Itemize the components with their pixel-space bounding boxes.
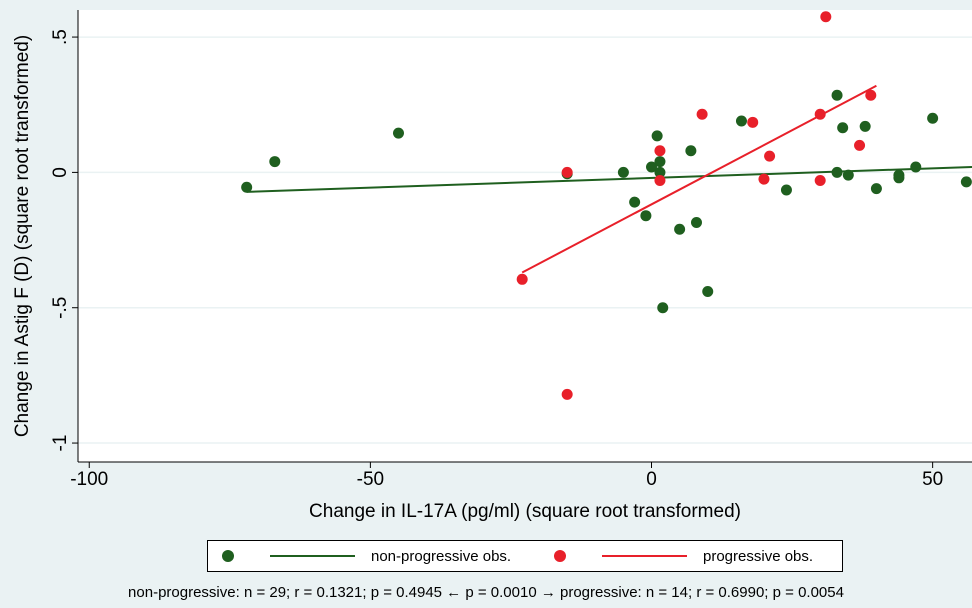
point-progressive-12 [814,175,826,187]
plot-area [78,10,972,462]
point-progressive-0 [516,273,528,285]
data-points [241,11,972,400]
point-progressive-13 [865,89,877,101]
y-tick-label-3: .5 [50,29,71,45]
point-non-progressive-20 [837,122,849,134]
point-non-progressive-25 [893,172,905,184]
point-non-progressive-16 [735,115,747,127]
x-tick-label-3: 50 [922,469,943,490]
x-tick-label-0: -100 [70,469,108,490]
point-non-progressive-19 [831,166,843,178]
x-tick-label-1: -50 [357,469,384,490]
x-axis-ticks: -100 -50 0 50 [70,462,943,490]
point-non-progressive-12 [674,223,686,235]
point-progressive-9 [814,108,826,120]
point-non-progressive-9 [654,156,666,168]
legend-marker-non-progressive [222,550,234,562]
legend-label-non-progressive: non-progressive obs. [371,547,512,565]
legend-item-progressive: progressive obs. [554,541,813,571]
statistics-footnote: non-progressive: n = 29; r = 0.1321; p =… [128,584,844,601]
legend-label-progressive: progressive obs. [703,547,814,565]
point-non-progressive-17 [780,184,792,196]
point-non-progressive-5 [629,196,641,208]
point-non-progressive-7 [646,161,658,173]
point-non-progressive-26 [910,161,922,173]
point-progressive-6 [747,116,759,128]
point-progressive-2 [561,388,573,400]
grid-lines [78,36,972,444]
legend-line-non-progressive [270,555,355,557]
point-non-progressive-14 [690,216,702,228]
point-progressive-10 [820,11,832,23]
point-progressive-1 [561,166,573,178]
point-non-progressive-1 [269,156,281,168]
point-non-progressive-6 [640,210,652,222]
point-non-progressive-2 [392,127,404,139]
y-axis-label: Change in Astig F (D) (square root trans… [12,35,33,437]
y-tick-label-2: 0 [50,167,71,178]
point-non-progressive-23 [870,183,882,195]
point-non-progressive-13 [685,145,697,157]
point-progressive-3 [654,145,666,157]
point-non-progressive-22 [859,120,871,132]
point-progressive-5 [696,108,708,120]
point-progressive-7 [758,173,770,185]
point-non-progressive-11 [657,302,669,314]
point-non-progressive-10 [654,166,666,178]
point-non-progressive-15 [702,285,714,297]
x-tick-label-2: 0 [646,469,657,490]
point-progressive-11 [854,139,866,151]
point-progressive-8 [764,150,776,162]
legend-marker-progressive [554,550,566,562]
y-axis-ticks: -1 -.5 0 .5 [50,29,78,452]
point-non-progressive-18 [831,89,843,101]
legend: non-progressive obs. progressive obs. [207,540,843,572]
point-non-progressive-4 [617,166,629,178]
point-progressive-4 [654,175,666,187]
point-non-progressive-27 [927,112,939,124]
point-non-progressive-0 [241,181,253,193]
point-non-progressive-21 [842,169,854,181]
scatter-plot: -100 -50 0 50 -1 -.5 0 .5 Change in IL-17A (pg… [12,10,972,522]
legend-item-non-progressive: non-progressive obs. [222,541,511,571]
x-axis-label: Change in IL-17A (pg/ml) (square root tr… [309,501,741,522]
point-non-progressive-8 [651,130,663,142]
y-tick-label-1: -.5 [50,297,71,319]
y-tick-label-0: -1 [50,435,71,452]
point-non-progressive-28 [960,176,972,188]
legend-line-progressive [602,555,687,557]
